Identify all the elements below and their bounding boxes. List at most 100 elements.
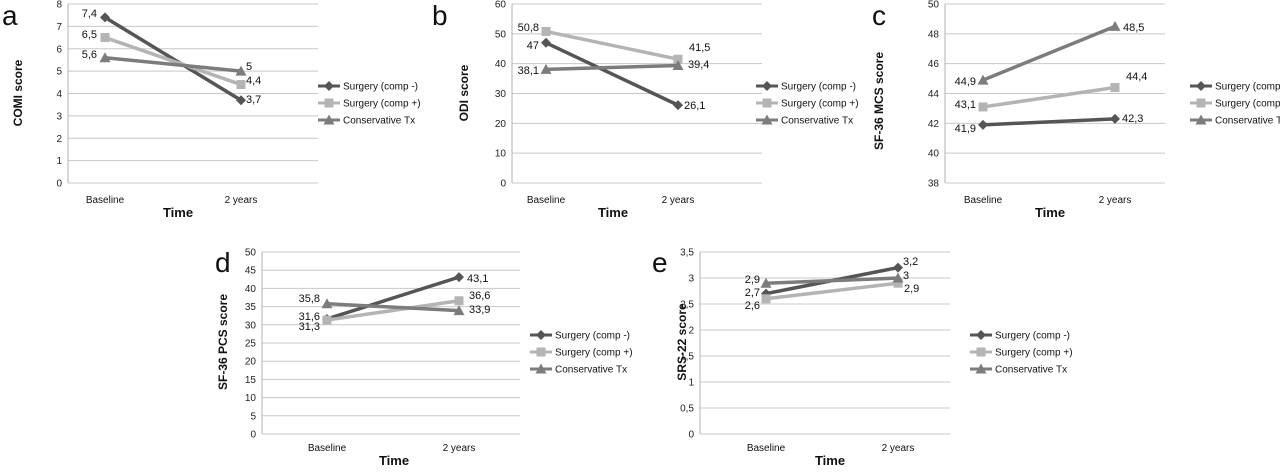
data-point <box>893 278 903 288</box>
legend-entry: Surgery (comp -) <box>781 82 856 93</box>
y-tick-label: 1 <box>688 378 694 389</box>
x-tick-label: 2 years <box>443 443 476 454</box>
data-label: 42,3 <box>1122 113 1143 125</box>
data-point <box>1109 20 1121 31</box>
data-label: 47 <box>527 40 539 52</box>
legend-marker <box>536 347 546 357</box>
data-label: 41,9 <box>955 123 976 135</box>
y-tick-label: 0 <box>500 179 506 190</box>
data-label: 3 <box>903 270 909 282</box>
panel-label: b <box>432 0 448 31</box>
legend-marker <box>761 114 773 125</box>
y-tick-label: 8 <box>56 0 62 11</box>
y-tick-label: 0 <box>688 430 694 441</box>
data-point <box>540 63 552 74</box>
x-tick-label: Baseline <box>527 195 566 206</box>
legend-entry: Conservative Tx <box>995 365 1067 376</box>
data-label: 44,9 <box>955 76 976 88</box>
data-label: 33,9 <box>469 304 490 316</box>
data-point <box>541 37 551 48</box>
legend-entry: Surgery (comp +) <box>343 99 421 110</box>
legend-marker <box>1196 98 1206 108</box>
legend-marker <box>1196 81 1206 91</box>
y-tick-label: 60 <box>495 0 507 11</box>
y-tick-label: 40 <box>495 59 507 70</box>
y-axis-title: SF-36 MCS score <box>872 52 886 150</box>
data-label: 5 <box>246 61 252 73</box>
y-tick-label: 0,5 <box>680 404 694 415</box>
series-line <box>982 24 1116 82</box>
data-point <box>978 102 988 112</box>
legend-entry: Conservative Tx <box>781 116 853 127</box>
legend-marker <box>1195 114 1207 125</box>
x-tick-label: Baseline <box>308 443 347 454</box>
data-point <box>321 298 333 309</box>
data-point <box>672 59 684 70</box>
data-label: 43,1 <box>467 273 488 285</box>
data-point <box>892 272 904 283</box>
y-tick-label: 4 <box>56 89 62 100</box>
legend-entry: Surgery (comp +) <box>1215 99 1280 110</box>
series-line <box>326 299 460 322</box>
series-line <box>104 15 242 102</box>
panel-label: c <box>872 0 886 31</box>
data-label: 2,9 <box>904 283 919 295</box>
data-point <box>454 296 464 306</box>
data-point <box>454 272 464 283</box>
x-axis-title: Time <box>163 205 193 220</box>
data-point <box>541 26 551 36</box>
y-axis-title: SRS-22 score <box>675 303 689 381</box>
y-tick-label: 38 <box>928 179 940 190</box>
data-point <box>673 100 683 111</box>
legend-marker <box>536 330 546 340</box>
legend-entry: Surgery (comp -) <box>343 82 418 93</box>
chart-panel-a: 0 1 2 3 4 5 6 7 8 Baseline 2 years Time COMI score a 7… <box>2 0 421 220</box>
legend-marker <box>762 81 772 91</box>
series-line <box>765 276 899 285</box>
y-tick-label: 1 <box>56 156 62 167</box>
data-point <box>100 33 110 43</box>
data-point <box>236 80 246 90</box>
x-axis-title: Time <box>379 453 409 467</box>
legend-marker <box>535 363 547 374</box>
y-tick-label: 10 <box>495 149 507 160</box>
y-axis-title: SF-36 PCS score <box>216 294 230 390</box>
series-line <box>545 63 679 72</box>
y-tick-label: 0 <box>250 430 256 441</box>
y-tick-label: 50 <box>495 29 507 40</box>
data-label: 2,7 <box>745 287 760 299</box>
y-tick-label: 2,5 <box>680 300 694 311</box>
y-tick-label: 20 <box>495 119 507 130</box>
x-tick-label: 2 years <box>662 195 695 206</box>
data-point <box>760 277 772 288</box>
x-tick-label: 2 years <box>225 195 258 206</box>
legend-marker <box>324 98 334 108</box>
chart-panel-c: 38 40 42 44 46 48 50 Baseline 2 years Time SF-36 M… <box>872 0 1280 220</box>
data-point <box>893 262 903 273</box>
y-tick-label: 50 <box>928 0 940 11</box>
x-tick-label: Baseline <box>86 195 125 206</box>
y-tick-label: 3 <box>56 111 62 122</box>
data-label: 3,2 <box>903 256 918 268</box>
y-tick-label: 44 <box>928 89 940 100</box>
y-tick-label: 15 <box>245 375 257 386</box>
y-tick-label: 42 <box>928 119 940 130</box>
legend-entry: Conservative Tx <box>555 365 627 376</box>
data-label: 2,6 <box>745 300 760 312</box>
legend-entry: Conservative Tx <box>1215 116 1280 127</box>
series-line <box>545 29 679 61</box>
x-axis-title: Time <box>815 453 845 467</box>
data-point <box>1110 83 1120 93</box>
data-point <box>236 95 246 106</box>
legend-entry: Surgery (comp +) <box>995 348 1073 359</box>
legend-marker <box>975 363 987 374</box>
data-label: 38,1 <box>518 65 539 77</box>
data-label: 36,6 <box>469 290 490 302</box>
series-line <box>104 35 242 87</box>
y-tick-label: 30 <box>245 320 257 331</box>
x-tick-label: 2 years <box>882 443 915 454</box>
y-tick-label: 0 <box>56 179 62 190</box>
data-label: 50,8 <box>518 22 539 34</box>
y-axis-title: COMI score <box>11 59 25 126</box>
x-tick-label: 2 years <box>1099 195 1132 206</box>
